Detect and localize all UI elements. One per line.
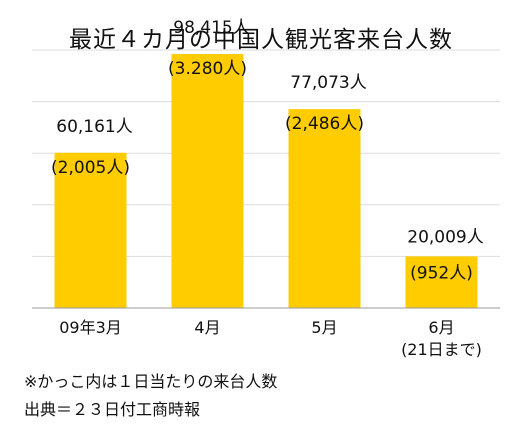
bar [288,109,361,308]
bar [171,54,244,309]
bar [54,152,127,308]
x-tick-label: 09年3月 [59,318,122,337]
x-tick-sublabel: (21日まで) [401,340,482,359]
x-axis: 09年3月 4月 5月 6月 (21日まで) [32,307,500,359]
bar [405,256,478,308]
value-label: 77,073人 [290,73,366,93]
footnote: ※かっこ内は１日当たりの来台人数 [24,372,278,391]
value-label: 60,161人 [56,117,132,137]
chart-title: 最近４カ月の中国人観光客来台人数 [69,27,453,53]
daily-average-label: (2,005人) [51,158,130,178]
value-label: 98,415人 [173,18,249,38]
daily-average-label: (2,486人) [285,114,364,134]
x-tick-label: 5月 [311,318,337,337]
x-tick-label: 6月 [428,318,454,337]
daily-average-label: (952人) [410,263,473,283]
source-note: 出典＝２３日付工商時報 [24,400,201,419]
x-tick-label: 4月 [194,318,220,337]
bars [54,54,478,309]
daily-average-label: (3.280人) [168,59,247,79]
value-label: 20,009人 [407,227,483,247]
bar-labels: 60,161人 (2,005人) 98,415人 (3.280人) 77,073人 (2,… [51,18,484,283]
